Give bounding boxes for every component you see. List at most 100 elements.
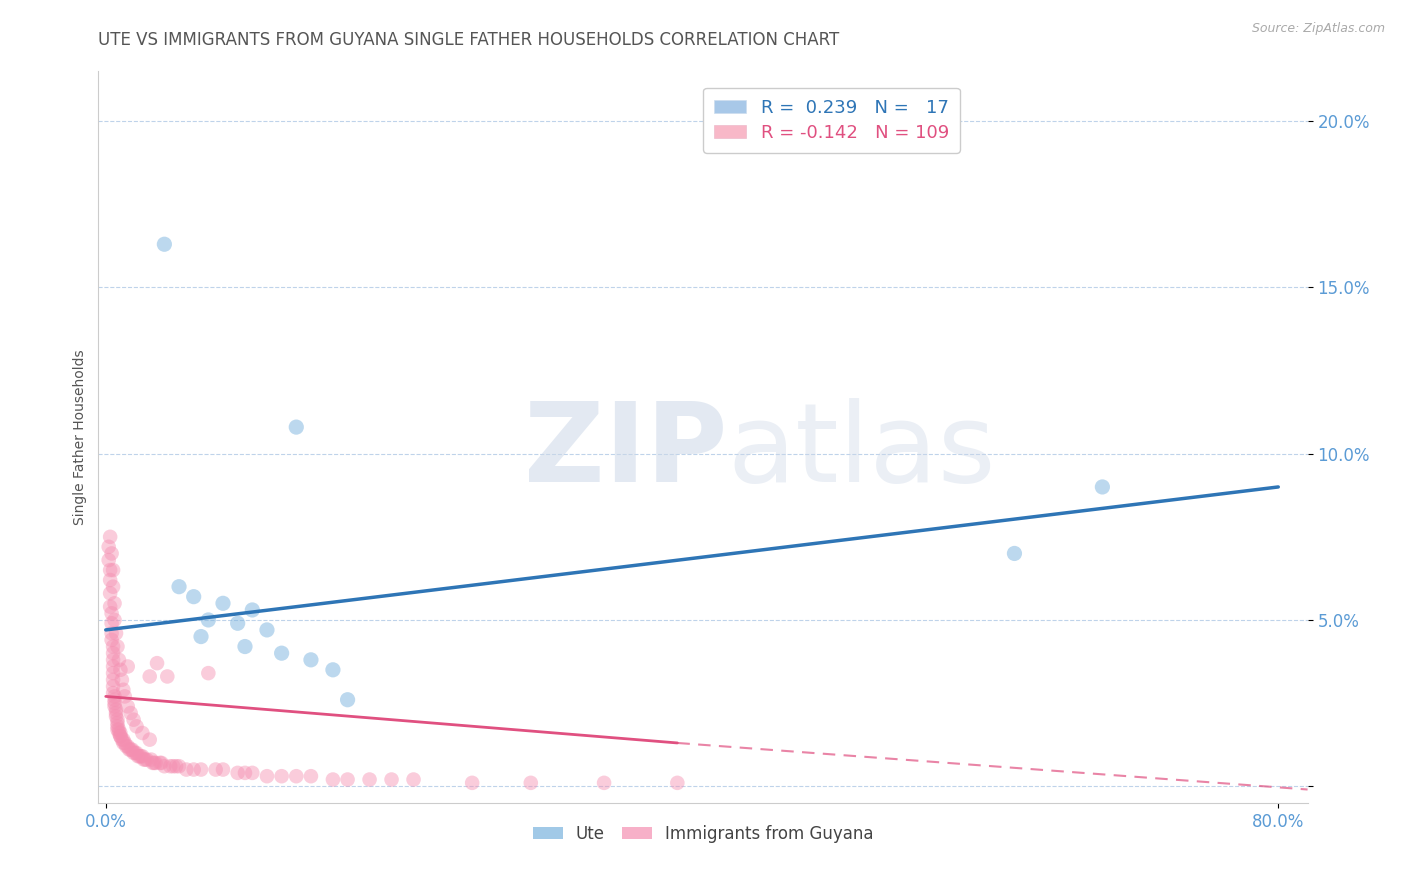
Point [120,706,142,720]
Point [108,653,131,667]
Point [190,630,212,644]
Point [101,659,124,673]
Point [125,719,148,733]
Point [156,669,179,683]
Point [240,603,263,617]
Point [240,765,263,780]
Text: Source: ZipAtlas.com: Source: ZipAtlas.com [1251,22,1385,36]
Point [270,646,292,660]
Point [105,626,128,640]
Point [226,765,249,780]
Point [162,759,184,773]
Point [108,723,131,737]
Point [138,669,160,683]
Point [100,616,122,631]
Point [100,626,122,640]
Point [190,763,212,777]
Point [167,580,190,594]
Point [197,613,219,627]
Point [226,616,249,631]
Point [114,690,136,704]
Point [103,699,125,714]
Point [150,756,173,770]
Point [103,690,125,704]
Point [98,599,121,614]
Point [359,772,381,787]
Point [124,746,146,760]
Point [256,769,278,783]
Point [103,696,125,710]
Point [118,742,141,756]
Point [336,772,359,787]
Point [117,699,139,714]
Point [285,420,308,434]
Point [322,772,344,787]
Point [111,673,134,687]
Point [120,742,142,756]
Point [101,680,124,694]
Point [110,729,132,743]
Point [101,666,124,681]
Point [127,749,149,764]
Point [101,653,124,667]
Point [1091,480,1114,494]
Point [146,656,169,670]
Point [141,753,163,767]
Point [132,753,155,767]
Point [100,546,122,560]
Point [143,756,166,770]
Point [98,530,121,544]
Point [105,709,128,723]
Point [110,663,132,677]
Point [135,753,157,767]
Point [129,749,152,764]
Point [122,746,145,760]
Point [256,623,278,637]
Point [149,756,172,770]
Point [212,763,235,777]
Point [98,573,121,587]
Point [138,732,160,747]
Point [101,646,124,660]
Text: ZIP: ZIP [524,398,727,505]
Point [183,763,205,777]
Point [233,765,256,780]
Point [110,729,132,743]
Point [112,732,135,747]
Point [101,686,124,700]
Point [153,237,176,252]
Point [165,759,187,773]
Point [101,640,124,654]
Point [197,666,219,681]
Point [593,776,616,790]
Point [115,739,138,754]
Point [270,769,292,783]
Point [103,692,125,706]
Point [112,682,135,697]
Legend: Ute, Immigrants from Guyana: Ute, Immigrants from Guyana [526,818,880,849]
Point [107,713,129,727]
Point [204,763,226,777]
Point [322,663,344,677]
Point [103,596,125,610]
Point [98,586,121,600]
Point [105,703,128,717]
Point [112,736,135,750]
Point [121,742,143,756]
Point [105,706,128,720]
Point [153,759,176,773]
Point [107,723,129,737]
Point [380,772,402,787]
Point [299,653,322,667]
Point [131,726,153,740]
Point [101,580,124,594]
Point [111,732,134,747]
Point [125,746,148,760]
Y-axis label: Single Father Households: Single Father Households [73,350,87,524]
Point [666,776,689,790]
Point [97,553,120,567]
Point [122,713,145,727]
Point [100,607,122,621]
Point [299,769,322,783]
Point [103,613,125,627]
